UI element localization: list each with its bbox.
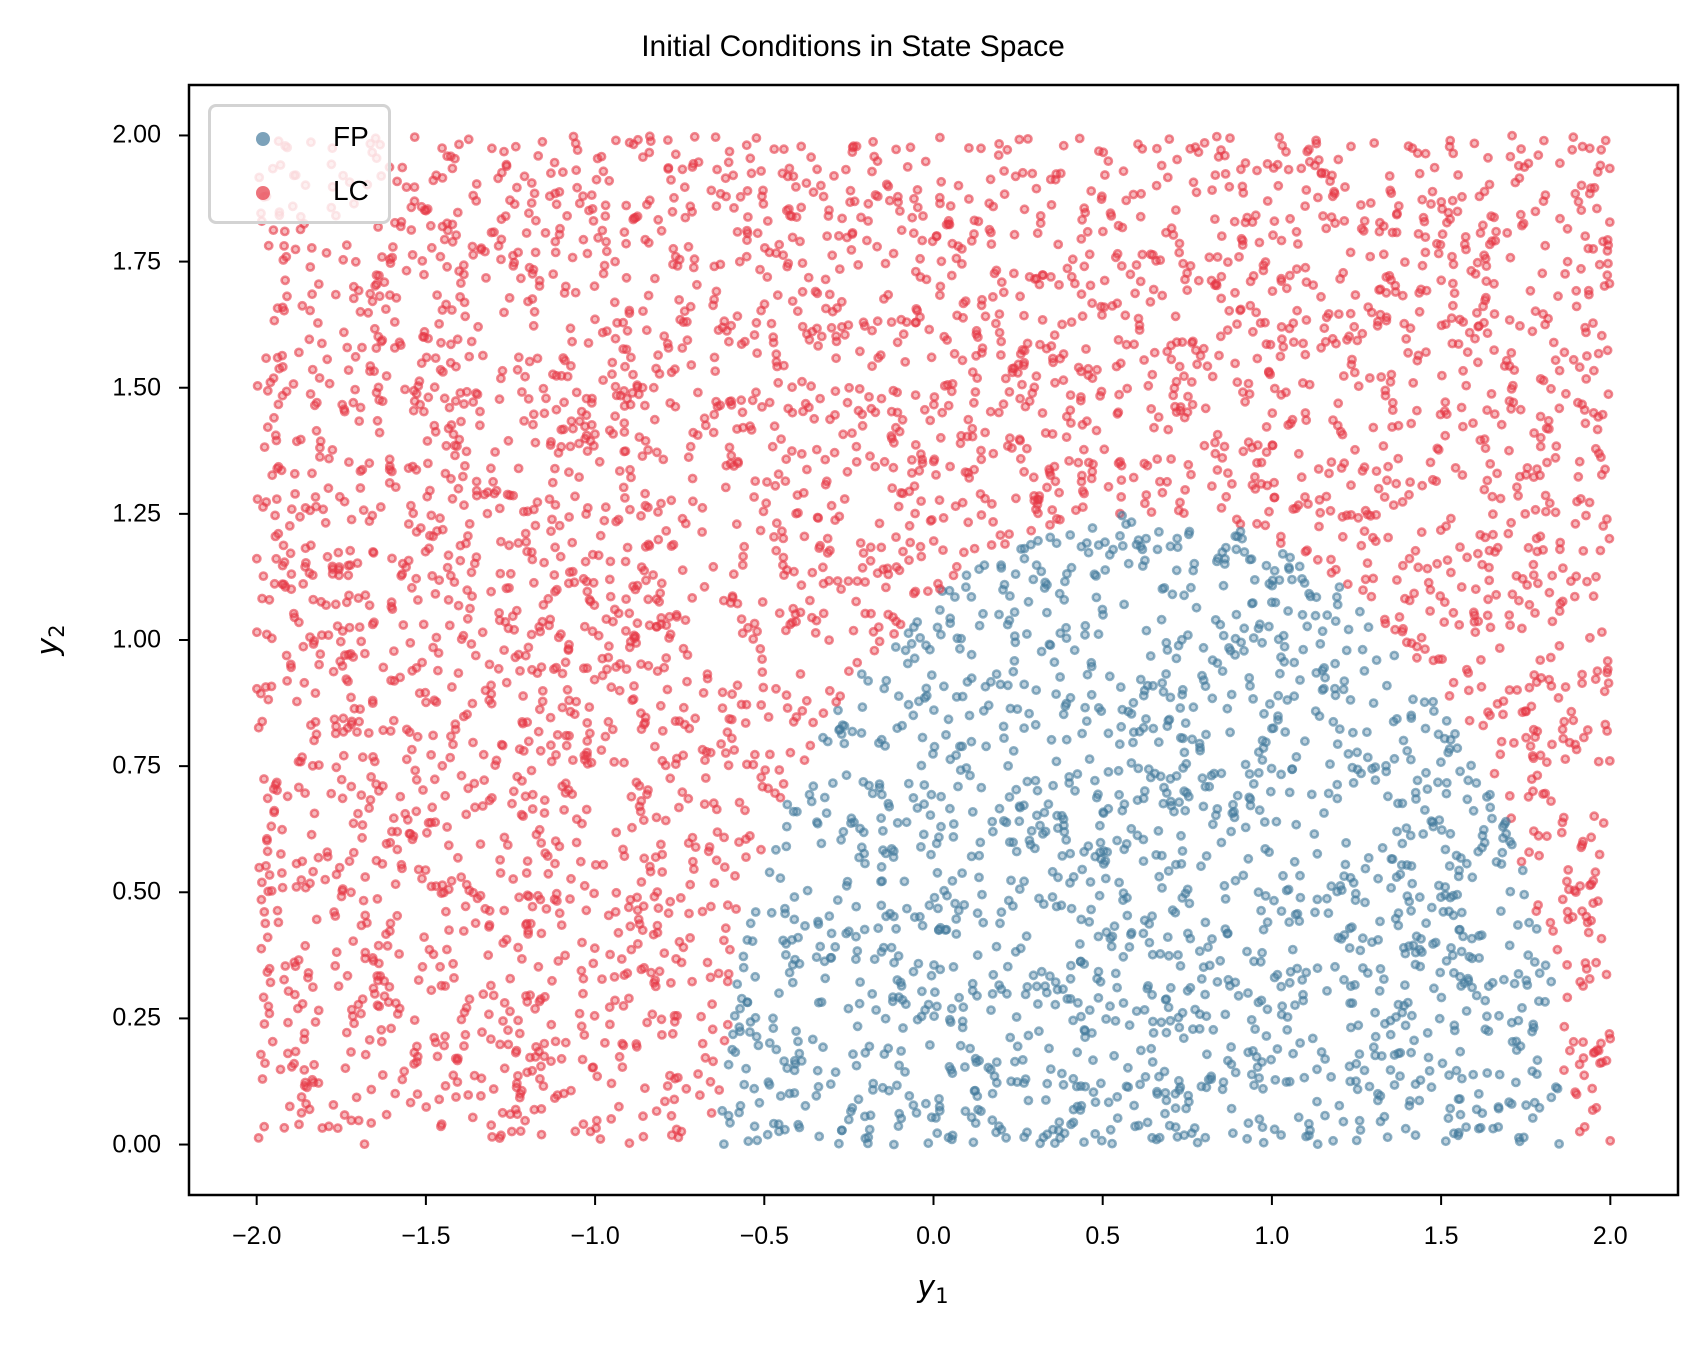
legend: FP LC bbox=[208, 104, 391, 224]
x-tick-label: 2.0 bbox=[1592, 1222, 1628, 1250]
y-tick-label: 1.25 bbox=[112, 499, 161, 528]
legend-item-fp: FP bbox=[211, 119, 388, 159]
legend-item-lc: LC bbox=[211, 173, 388, 213]
y-tick-label: 0.50 bbox=[112, 877, 161, 906]
x-tick-label: 0.5 bbox=[1085, 1222, 1121, 1250]
y-axis-label: y2 bbox=[31, 624, 69, 656]
y-tick-label: 1.75 bbox=[112, 247, 161, 276]
legend-label-fp: FP bbox=[333, 121, 369, 152]
scatter-points bbox=[251, 130, 1616, 1150]
x-tick-label: −1.0 bbox=[570, 1222, 620, 1250]
lc-marker-icon bbox=[257, 187, 269, 199]
x-tick-label: −0.5 bbox=[739, 1222, 789, 1250]
y-tick-label: 0.75 bbox=[112, 751, 161, 780]
y-tick-label: 0.00 bbox=[112, 1130, 161, 1159]
y-tick-label: 0.25 bbox=[112, 1003, 161, 1032]
y-tick-label: 1.50 bbox=[112, 373, 161, 402]
x-tick-label: 0.0 bbox=[916, 1222, 951, 1250]
x-tick-label: 1.5 bbox=[1423, 1222, 1459, 1250]
axis-ticks bbox=[179, 134, 1612, 1205]
x-axis-label: y1 bbox=[917, 1270, 949, 1308]
fp-marker-icon bbox=[257, 133, 269, 145]
y-tick-label: 2.00 bbox=[112, 120, 161, 149]
x-tick-label: −1.5 bbox=[401, 1222, 451, 1250]
chart-title: Initial Conditions in State Space bbox=[641, 30, 1065, 63]
legend-label-lc: LC bbox=[333, 175, 369, 206]
x-tick-label: −2.0 bbox=[231, 1222, 282, 1250]
x-tick-label: 1.0 bbox=[1254, 1222, 1290, 1250]
y-tick-label: 1.00 bbox=[112, 625, 161, 654]
